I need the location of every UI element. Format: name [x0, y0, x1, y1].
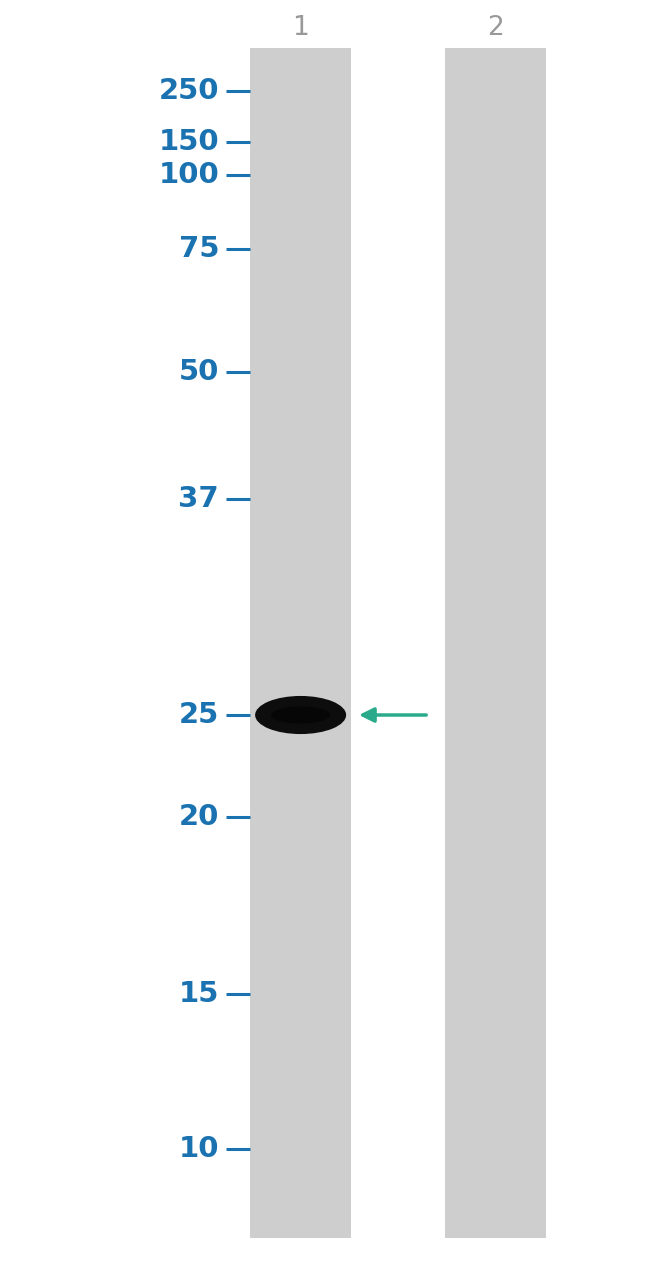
Text: 100: 100 [159, 161, 219, 189]
Text: 75: 75 [179, 235, 219, 263]
Text: 2: 2 [488, 15, 504, 41]
Ellipse shape [255, 696, 346, 734]
Text: 25: 25 [179, 701, 219, 729]
Text: 15: 15 [179, 980, 219, 1008]
Text: 50: 50 [179, 358, 219, 386]
Text: 1: 1 [292, 15, 309, 41]
Text: 37: 37 [178, 485, 219, 513]
Ellipse shape [271, 706, 330, 724]
Bar [250, 48, 351, 1238]
Text: 150: 150 [159, 128, 219, 156]
Bar [445, 48, 546, 1238]
Text: 10: 10 [179, 1135, 219, 1163]
Text: 250: 250 [159, 77, 219, 105]
Text: 20: 20 [179, 803, 219, 831]
